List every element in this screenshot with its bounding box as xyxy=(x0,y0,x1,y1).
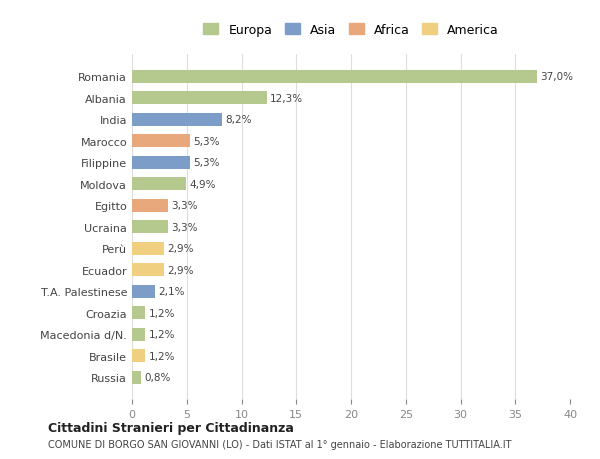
Text: 8,2%: 8,2% xyxy=(225,115,251,125)
Text: 1,2%: 1,2% xyxy=(148,351,175,361)
Bar xyxy=(132,349,145,362)
Bar xyxy=(132,285,155,298)
Text: 1,2%: 1,2% xyxy=(148,330,175,339)
Text: 3,3%: 3,3% xyxy=(172,222,198,232)
Text: 2,9%: 2,9% xyxy=(167,265,194,275)
Text: 3,3%: 3,3% xyxy=(172,201,198,211)
Text: 37,0%: 37,0% xyxy=(541,72,574,82)
Bar xyxy=(132,263,164,276)
Bar xyxy=(132,371,141,384)
Text: 5,3%: 5,3% xyxy=(193,136,220,146)
Bar xyxy=(132,199,168,212)
Bar xyxy=(132,71,537,84)
Text: 5,3%: 5,3% xyxy=(193,158,220,168)
Bar xyxy=(132,178,185,191)
Bar xyxy=(132,242,164,255)
Text: Cittadini Stranieri per Cittadinanza: Cittadini Stranieri per Cittadinanza xyxy=(48,421,294,435)
Bar xyxy=(132,92,266,105)
Text: 4,9%: 4,9% xyxy=(189,179,215,189)
Text: 12,3%: 12,3% xyxy=(270,94,303,104)
Bar xyxy=(132,307,145,319)
Text: COMUNE DI BORGO SAN GIOVANNI (LO) - Dati ISTAT al 1° gennaio - Elaborazione TUTT: COMUNE DI BORGO SAN GIOVANNI (LO) - Dati… xyxy=(48,440,511,449)
Text: 2,1%: 2,1% xyxy=(158,286,185,297)
Text: 0,8%: 0,8% xyxy=(144,372,170,382)
Bar xyxy=(132,135,190,148)
Bar xyxy=(132,157,190,169)
Bar xyxy=(132,328,145,341)
Bar xyxy=(132,221,168,234)
Text: 1,2%: 1,2% xyxy=(148,308,175,318)
Bar xyxy=(132,113,222,127)
Legend: Europa, Asia, Africa, America: Europa, Asia, Africa, America xyxy=(200,20,502,40)
Text: 2,9%: 2,9% xyxy=(167,244,194,254)
